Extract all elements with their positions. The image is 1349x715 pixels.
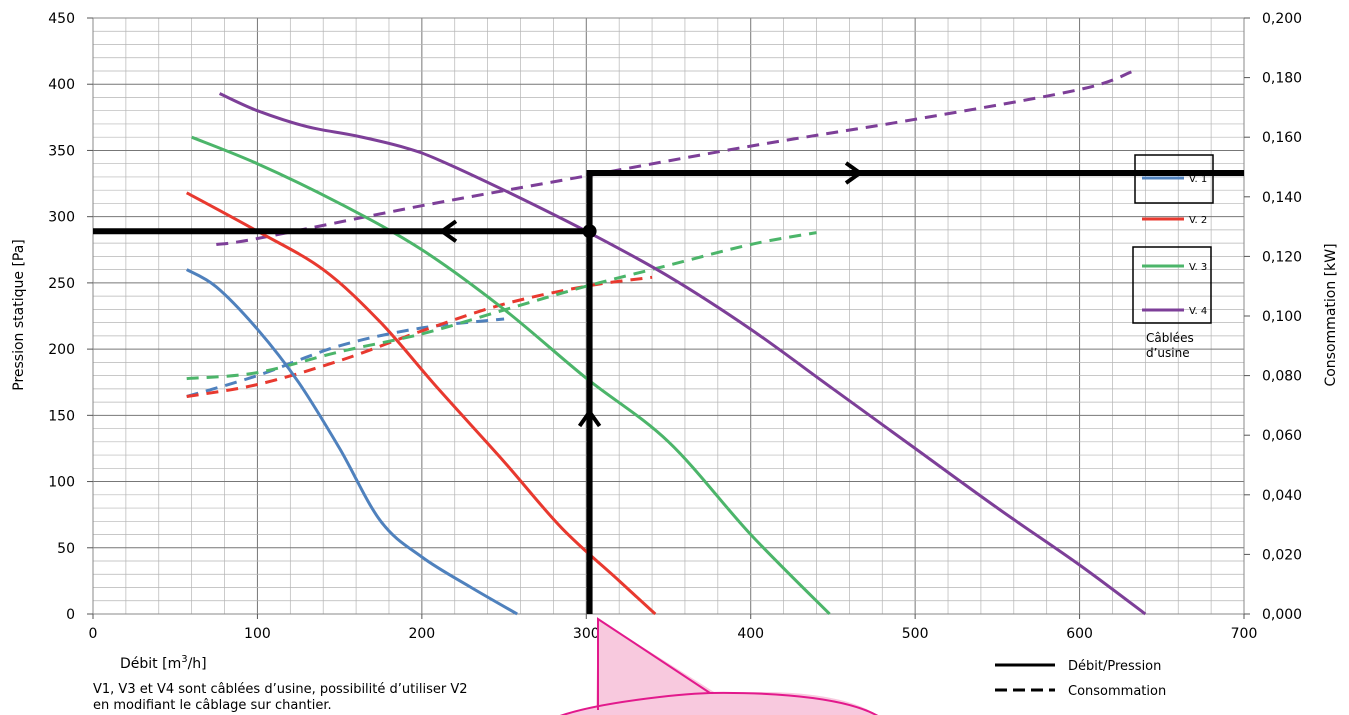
y-tick-label: 250 xyxy=(48,276,75,292)
pressure-line-v3 xyxy=(191,135,831,616)
y2-tick-label: 0,100 xyxy=(1262,309,1302,325)
legend-box-upper xyxy=(1134,154,1214,204)
caption-line-2: en modifiant le câblage sur chantier. xyxy=(93,698,332,713)
axis-titles: Débit [m3/h] Pression statique [Pa] Cons… xyxy=(11,239,1339,672)
pressure-line-v2 xyxy=(185,191,657,616)
callout-outline-left xyxy=(559,617,714,715)
y-tick-label: 50 xyxy=(57,541,75,557)
consumption-line-v4 xyxy=(216,70,1133,246)
legend-label-1: V. 1 xyxy=(1189,174,1207,185)
x-axis-title-part: 3 xyxy=(181,654,187,665)
pressure-line-v4 xyxy=(218,92,1147,616)
consumption-line-v1 xyxy=(186,317,505,398)
x-tick-label: 200 xyxy=(408,626,435,642)
legend-box-lower xyxy=(1132,246,1212,324)
callout-bubble xyxy=(559,617,879,715)
y2-axis-title: Consommation [kW] xyxy=(1323,243,1339,386)
series-lines xyxy=(185,70,1147,616)
y-tick-label: 200 xyxy=(48,342,75,358)
arrow-left-icon xyxy=(438,219,458,243)
y-tick-label: 400 xyxy=(48,77,75,93)
x-tick-label: 300 xyxy=(573,626,600,642)
plot-frame xyxy=(92,17,1245,615)
y2-tick-label: 0,160 xyxy=(1262,130,1302,146)
x-axis-title-part: /h] xyxy=(188,656,207,672)
arrow-right-icon xyxy=(844,161,864,185)
y2-tick-label: 0,000 xyxy=(1262,607,1302,623)
legend-label-3: V. 3 xyxy=(1189,262,1207,273)
x-tick-label: 500 xyxy=(902,626,929,642)
callout-body xyxy=(563,692,877,715)
arrow-up-icon xyxy=(577,408,602,428)
caption: V1, V3 et V4 sont câblées d’usine, possi… xyxy=(93,682,467,713)
y-tick-label: 450 xyxy=(48,11,75,27)
reading-intersection-point xyxy=(582,224,597,239)
y2-tick-label: 0,060 xyxy=(1262,428,1302,444)
tick-labels: 0 100 200 300 400 500 600 700 0 50 100 150 200 250 300… xyxy=(48,11,1302,642)
legend-note-line: d’usine xyxy=(1146,346,1190,360)
pressure-line-v1 xyxy=(185,268,518,616)
x-axis-title: Débit [m3/h] xyxy=(120,654,207,672)
y2-tick-label: 0,040 xyxy=(1262,488,1302,504)
legend-note-line: Câblées xyxy=(1146,331,1194,345)
y2-tick-label: 0,120 xyxy=(1262,249,1302,265)
x-tick-label: 600 xyxy=(1066,626,1093,642)
x-tick-label: 400 xyxy=(737,626,764,642)
consumption-line-v2 xyxy=(186,275,653,398)
callout-tail xyxy=(596,619,722,712)
y2-tick-label: 0,140 xyxy=(1262,190,1302,206)
y2-tick-label: 0,200 xyxy=(1262,11,1302,27)
x-tick-label: 0 xyxy=(89,626,98,642)
example-reading xyxy=(93,161,1244,614)
x-axis-title-part: Débit [m xyxy=(120,656,181,672)
y-tick-label: 150 xyxy=(48,408,75,424)
y-tick-label: 350 xyxy=(48,143,75,159)
y2-tick-label: 0,080 xyxy=(1262,369,1302,385)
y-tick-label: 300 xyxy=(48,210,75,226)
legend-label-4: V. 4 xyxy=(1189,306,1207,317)
grid xyxy=(92,17,1245,615)
y-tick-label: 100 xyxy=(48,475,75,491)
x-tick-label: 100 xyxy=(244,626,271,642)
y2-tick-label: 0,180 xyxy=(1262,71,1302,87)
y-axis-title: Pression statique [Pa] xyxy=(11,239,27,391)
caption-line-1: V1, V3 et V4 sont câblées d’usine, possi… xyxy=(93,682,467,697)
key-label-2: Consommation xyxy=(1068,684,1166,699)
y-tick-label: 0 xyxy=(66,607,75,623)
legend-label-2: V. 2 xyxy=(1189,215,1207,226)
key-label-1: Débit/Pression xyxy=(1068,659,1161,674)
callout-outline-right xyxy=(709,691,879,715)
y2-tick-label: 0,020 xyxy=(1262,547,1302,563)
x-tick-label: 700 xyxy=(1231,626,1258,642)
